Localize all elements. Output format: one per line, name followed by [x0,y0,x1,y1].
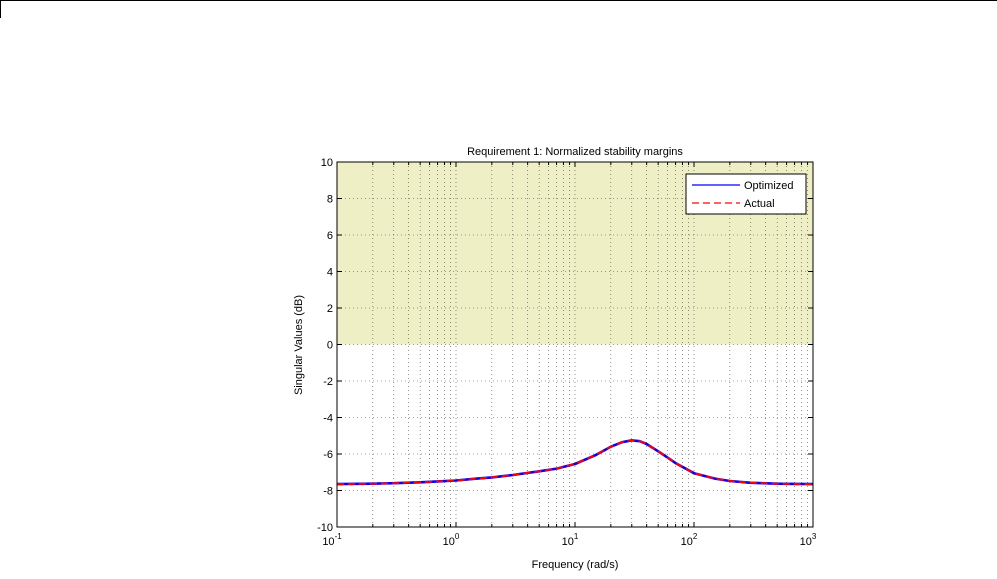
x-tick-label: 103 [800,532,817,548]
x-tick-label: 100 [443,532,460,548]
y-tick-label: -6 [323,449,333,461]
x-tick-label: 102 [681,532,698,548]
legend-label-actual: Actual [744,198,775,210]
axis-ticks [336,161,814,528]
y-tick-label: 4 [327,267,333,279]
legend: Optimized Actual [685,173,807,215]
y-axis-label: Singular Values (dB) [293,295,305,395]
x-tick-label: 10-1 [322,532,342,548]
grid-lines [337,162,813,527]
series-lines [336,438,814,486]
y-tick-label: 2 [327,303,333,315]
legend-label-optimized: Optimized [744,180,794,192]
legend-box [685,173,807,215]
y-tick-label: 0 [327,340,333,352]
chart-title: Requirement 1: Normalized stability marg… [467,146,683,158]
y-tick-label: 6 [327,230,333,242]
y-tick-label: -2 [323,376,333,388]
y-tick-label: -10 [317,522,333,534]
y-tick-label: -8 [323,486,333,498]
y-tick-labels: -10 -8 -6 -4 -2 0 2 4 6 8 10 [317,157,333,534]
x-tick-labels: 10-1 100 101 102 103 [322,532,817,548]
series-line-actual [336,439,814,486]
x-tick-label: 101 [562,532,579,548]
frame-left-border [0,0,1,18]
x-axis-label: Frequency (rad/s) [532,559,619,571]
frame-top-border [0,0,997,1]
y-tick-label: 8 [327,194,333,206]
y-tick-label: 10 [321,157,333,169]
y-tick-label: -4 [323,413,333,425]
